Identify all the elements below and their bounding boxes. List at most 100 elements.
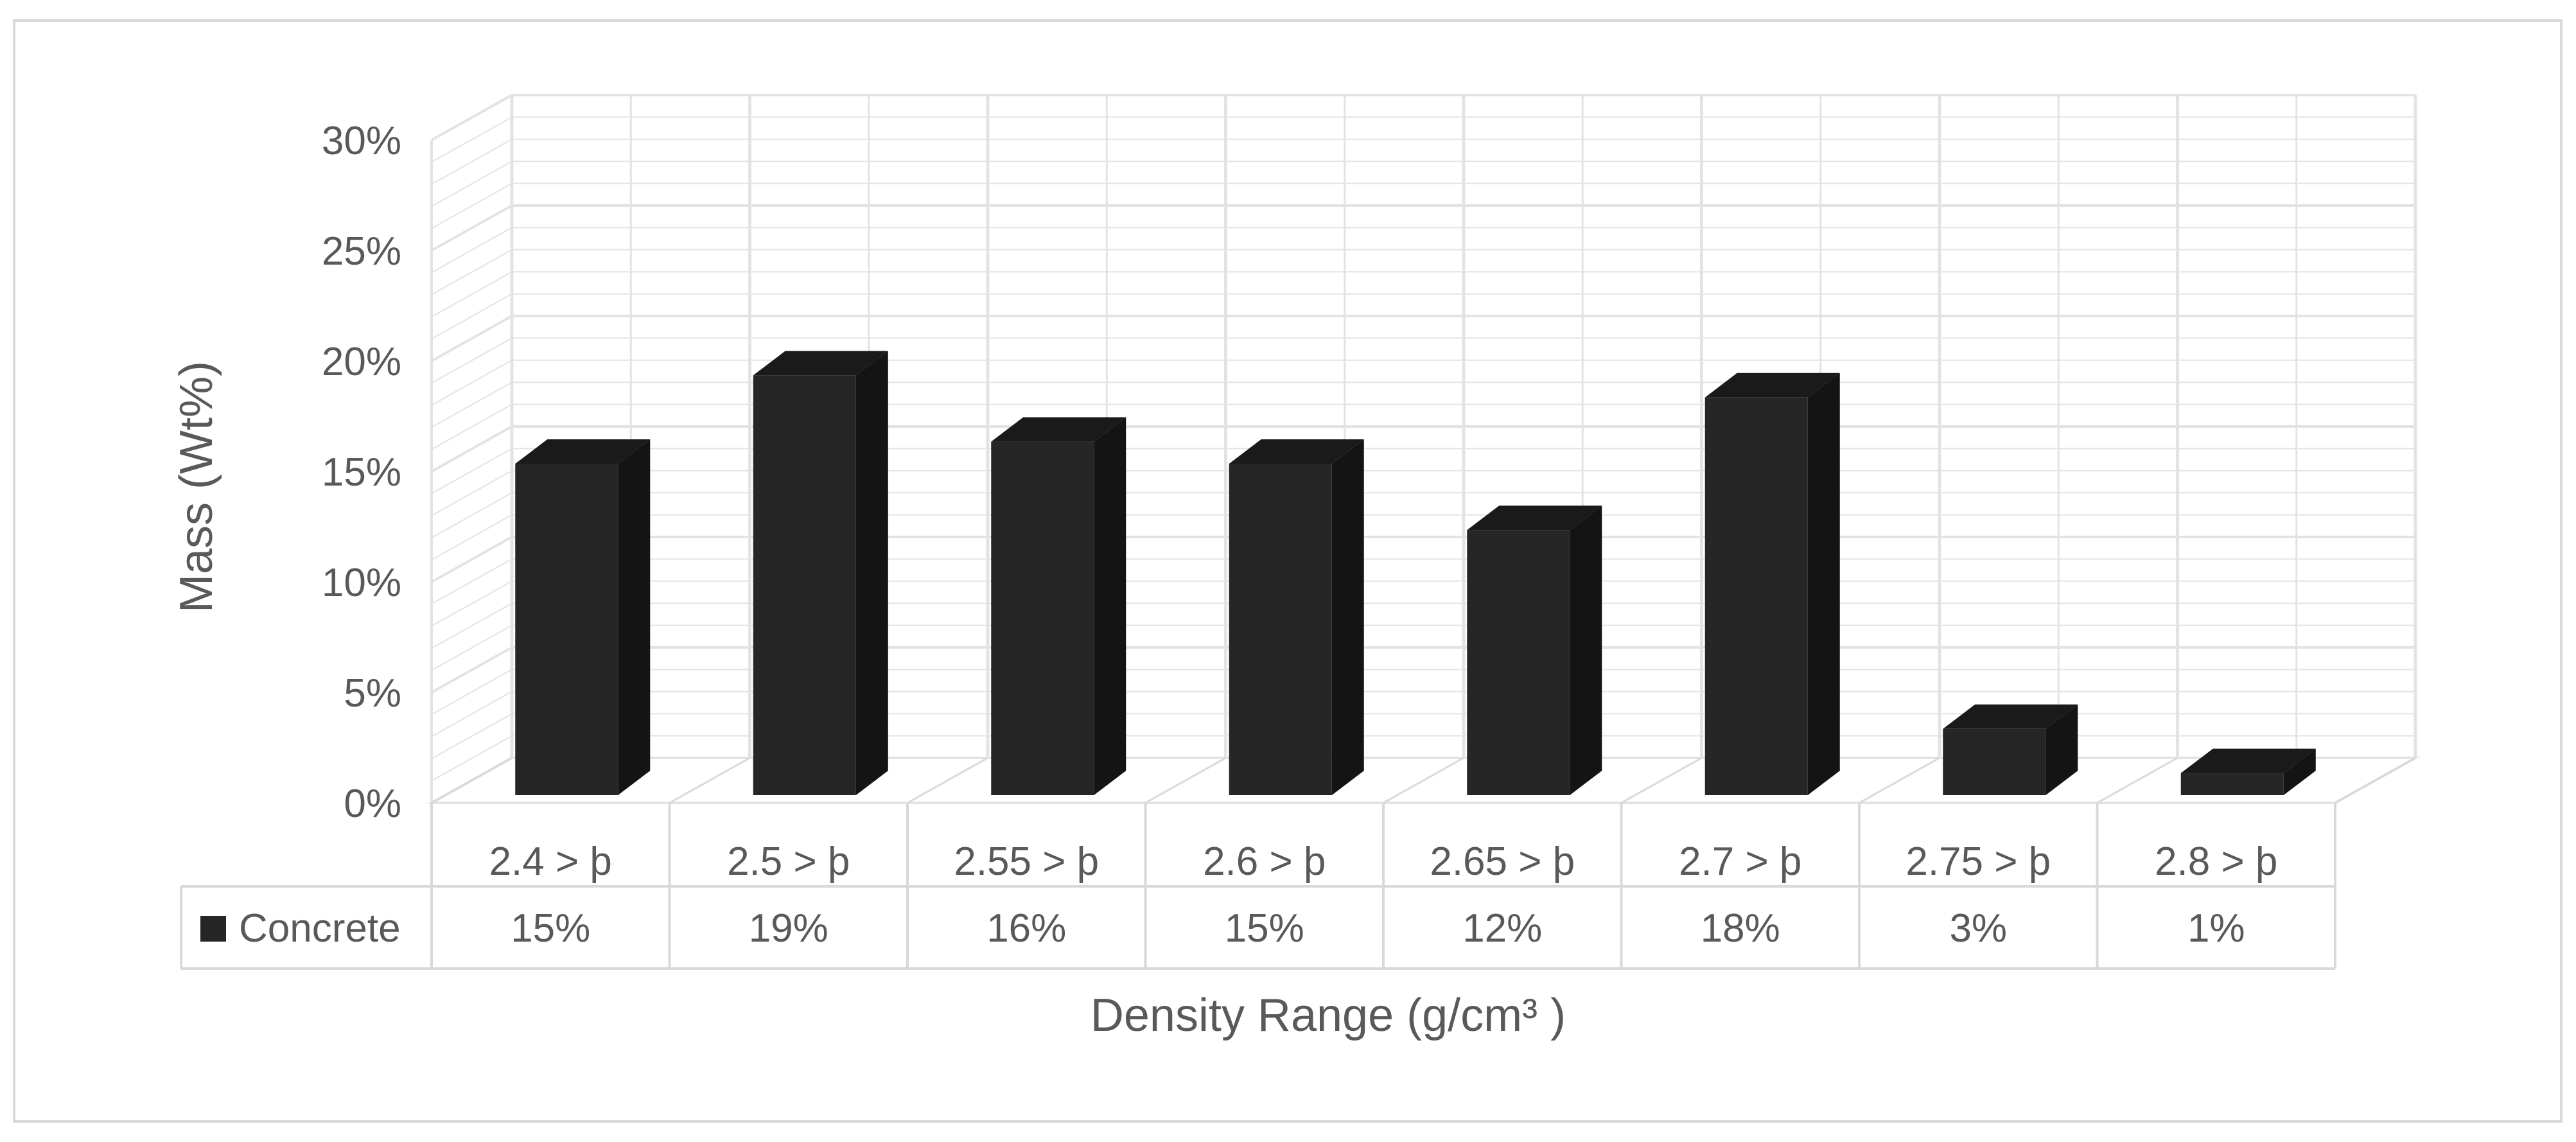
x-tick-label: 2.4 > þ — [489, 839, 612, 884]
bar-top — [991, 417, 1126, 442]
gridline-side — [431, 94, 513, 141]
x-axis-title: Density Range (g/cm³ ) — [1091, 990, 1566, 1041]
bar-front — [991, 441, 1094, 795]
gridline-side — [431, 492, 513, 539]
bar — [753, 351, 888, 795]
gridline-side — [431, 227, 513, 274]
gridline-side — [431, 669, 513, 716]
bar-front — [515, 464, 618, 795]
gridline-side — [431, 161, 513, 207]
legend-series-name: Concrete — [239, 906, 401, 951]
table-value: 15% — [1225, 906, 1304, 951]
gridline-side — [431, 624, 513, 671]
gridline-side — [431, 182, 513, 229]
floor-divider — [1620, 757, 1703, 804]
table-value: 19% — [749, 906, 828, 951]
bar — [1467, 505, 1602, 795]
floor-divider — [1144, 757, 1227, 804]
bar-side — [2283, 748, 2316, 795]
floor-divider — [1859, 757, 1940, 804]
floor-divider — [907, 757, 988, 804]
bar-front — [1467, 530, 1570, 795]
gridline-side — [431, 470, 513, 516]
y-tick-label: 10% — [322, 561, 401, 605]
data-table: Concrete 15% 19% 16% 15% 12% 18% 3% 1% — [180, 757, 2416, 970]
floor-divider — [669, 757, 751, 804]
floor-divider — [431, 757, 513, 804]
gridline-side — [431, 514, 513, 561]
table-value: 3% — [1949, 906, 2007, 951]
gridlines — [426, 94, 2421, 804]
x-tick-label: 2.65 > þ — [1430, 839, 1575, 884]
bar — [515, 439, 651, 795]
bar-front — [1704, 397, 1808, 795]
bar-top — [753, 351, 888, 376]
gridline-side — [431, 315, 513, 362]
x-tick-label: 2.5 > þ — [727, 839, 850, 884]
floor-divider — [2335, 757, 2416, 804]
x-tick-label: 2.7 > þ — [1679, 839, 1801, 884]
bar — [991, 417, 1126, 795]
floor-divider — [2096, 757, 2178, 804]
table-value: 18% — [1701, 906, 1780, 951]
x-tick-label: 2.6 > þ — [1203, 839, 1326, 884]
x-tick-label: 2.55 > þ — [954, 839, 1099, 884]
gridline-side — [431, 735, 513, 782]
bar — [2180, 748, 2316, 795]
floor-divider — [1383, 757, 1464, 804]
bar-side — [618, 439, 651, 795]
bar-top — [515, 439, 651, 464]
gridline-side — [431, 359, 513, 406]
bar-front — [1229, 464, 1332, 795]
gridline-side — [431, 602, 513, 649]
bar — [1943, 704, 2078, 795]
gridline-side — [431, 690, 513, 737]
y-tick-label: 0% — [344, 782, 401, 826]
bar-top — [1704, 373, 1840, 398]
bar-top — [1229, 439, 1364, 464]
gridline-side — [431, 403, 513, 450]
y-tick-label: 15% — [322, 450, 401, 495]
x-axis-categories: 2.4 > þ 2.5 > þ 2.55 > þ 2.6 > þ 2.65 > þ 2.7… — [489, 839, 2278, 884]
bar-side — [1570, 505, 1602, 795]
gridline-side — [431, 204, 513, 252]
y-tick-label: 25% — [322, 229, 401, 274]
bar-side — [1807, 373, 1840, 795]
bar — [1229, 439, 1364, 795]
legend-key — [200, 916, 226, 942]
gridline-side — [431, 713, 513, 760]
bar-side — [855, 351, 888, 795]
y-tick-label: 20% — [322, 340, 401, 384]
table-value: 16% — [986, 906, 1066, 951]
table-value: 1% — [2187, 906, 2245, 951]
gridline-side — [431, 271, 513, 318]
bar-side — [1331, 439, 1364, 795]
bar-top — [2180, 748, 2316, 773]
gridline-side — [431, 425, 513, 473]
y-tick-label: 30% — [322, 119, 401, 163]
y-tick-label: 5% — [344, 671, 401, 716]
bars — [515, 351, 2316, 795]
x-tick-label: 2.75 > þ — [1906, 839, 2051, 884]
gridline-side — [431, 536, 513, 583]
gridline-side — [431, 249, 513, 295]
bar-top — [1943, 704, 2078, 729]
gridline-side — [431, 382, 513, 428]
bar-front — [2180, 773, 2284, 795]
table-value: 12% — [1462, 906, 1542, 951]
gridline-side — [431, 558, 513, 605]
bar-side — [2046, 704, 2078, 795]
gridline-side — [431, 293, 513, 340]
bar-top — [1467, 505, 1602, 531]
gridline-side — [431, 116, 513, 163]
gridline-side — [431, 337, 513, 384]
gridline-side — [431, 448, 513, 495]
x-tick-label: 2.8 > þ — [2155, 839, 2277, 884]
gridline-side — [431, 646, 513, 694]
gridline-side — [431, 580, 513, 627]
y-axis-ticks: 0% 5% 10% 15% 20% 25% 30% — [322, 119, 401, 826]
bar-front — [1943, 728, 2046, 795]
bar-side — [1094, 417, 1126, 795]
bar — [1704, 373, 1840, 795]
